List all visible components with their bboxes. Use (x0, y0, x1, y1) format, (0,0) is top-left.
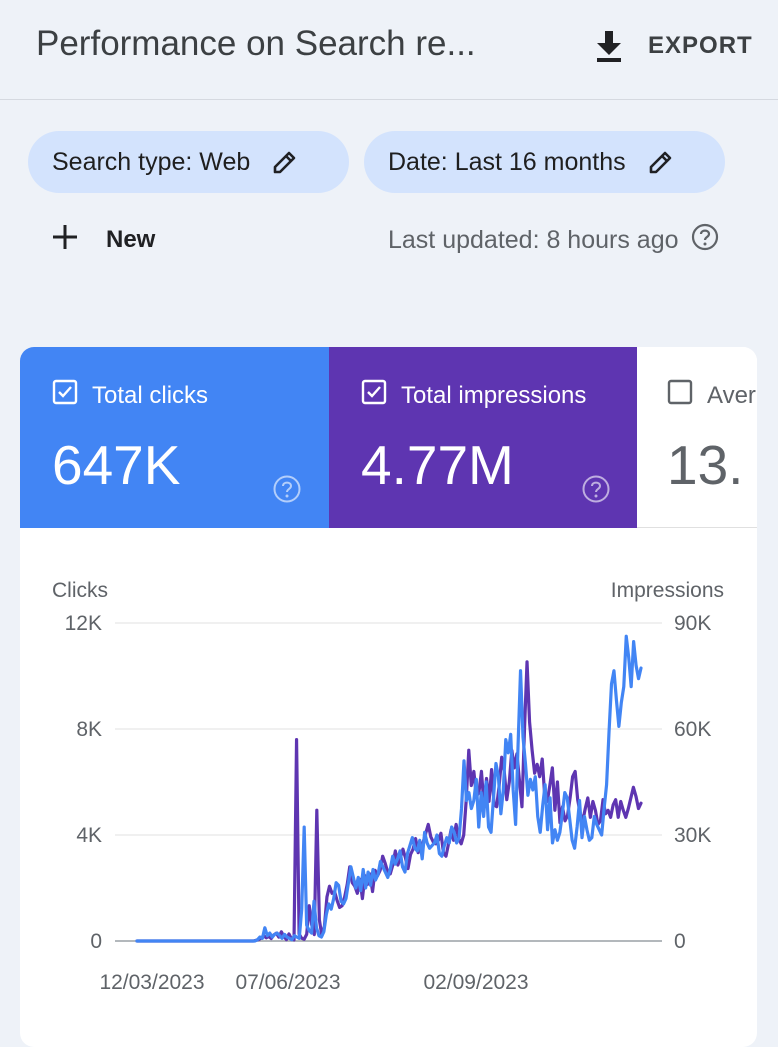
checkbox-checked-icon[interactable] (52, 379, 78, 412)
metric-total-impressions[interactable]: Total impressions 4.77M (329, 347, 637, 528)
last-updated: Last updated: 8 hours ago (388, 222, 719, 258)
right-axis-title: Impressions (611, 579, 724, 602)
new-filter-label: New (106, 226, 156, 253)
date-filter-chip[interactable]: Date: Last 16 months (364, 131, 725, 193)
x-tick-label: 02/09/2023 (423, 971, 528, 994)
checkbox-checked-icon[interactable] (361, 379, 387, 412)
left-tick-label: 4K (76, 824, 102, 847)
last-updated-text: Last updated: 8 hours ago (388, 225, 679, 254)
metric-label: Aver (707, 381, 756, 409)
search-type-filter-label: Search type: Web (52, 147, 251, 176)
left-tick-label: 12K (65, 612, 102, 635)
clicks-line (135, 634, 643, 943)
edit-icon (272, 149, 298, 175)
right-tick-label: 90K (674, 612, 711, 635)
app-header: Performance on Search re... EXPORT (0, 0, 778, 100)
metric-label-row: Total clicks (52, 379, 208, 412)
metric-label: Total clicks (92, 381, 209, 409)
x-tick-label: 12/03/2023 (99, 971, 204, 994)
help-icon[interactable] (581, 474, 611, 509)
page-title: Performance on Search re... (36, 24, 476, 63)
export-button[interactable]: EXPORT (594, 28, 753, 64)
plus-icon (50, 222, 80, 259)
help-icon[interactable] (272, 474, 302, 509)
export-label: EXPORT (648, 32, 753, 59)
metric-label: Total impressions (401, 381, 587, 409)
left-tick-label: 0 (90, 930, 102, 953)
metric-total-clicks[interactable]: Total clicks 647K (20, 347, 329, 528)
performance-card: Total clicks 647K Total impressions 4.77… (20, 347, 757, 1047)
metric-value: 13. (667, 434, 744, 496)
x-tick-label: 07/06/2023 (235, 971, 340, 994)
performance-chart: 0 0 4K 30K 8K 60K 12K 90K Clicks Impressions 12/03… (52, 579, 724, 994)
search-type-filter-chip[interactable]: Search type: Web (28, 131, 349, 193)
edit-icon (648, 149, 674, 175)
right-tick-label: 60K (674, 718, 711, 741)
new-filter-button[interactable]: New (50, 220, 155, 260)
metric-average[interactable]: Aver 13. (637, 347, 757, 528)
date-filter-label: Date: Last 16 months (388, 147, 626, 176)
download-icon (594, 29, 624, 63)
help-icon[interactable] (691, 223, 719, 258)
metric-value: 4.77M (361, 434, 514, 496)
impressions-line (135, 660, 643, 943)
metric-label-row: Total impressions (361, 379, 586, 412)
left-tick-label: 8K (76, 718, 102, 741)
right-tick-label: 30K (674, 824, 711, 847)
metric-value: 647K (52, 434, 181, 496)
checkbox-unchecked-icon[interactable] (667, 379, 693, 412)
right-tick-label: 0 (674, 930, 686, 953)
left-axis-title: Clicks (52, 579, 108, 602)
metric-label-row: Aver (667, 379, 756, 412)
